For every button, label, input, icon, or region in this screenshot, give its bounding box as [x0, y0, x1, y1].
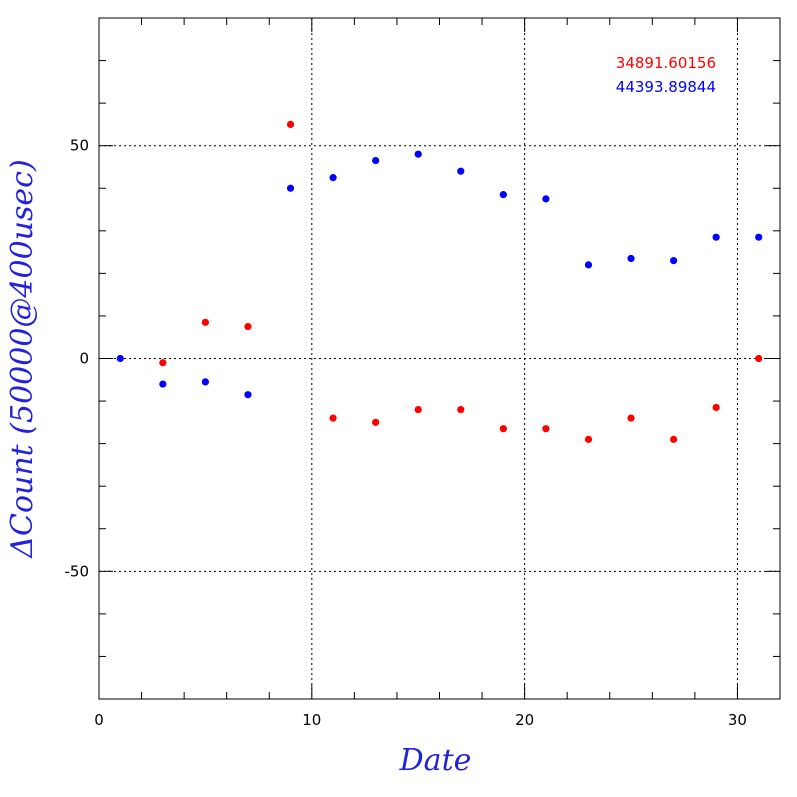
series-1-point: [372, 418, 380, 426]
series-2-point: [755, 233, 763, 241]
series-2-point: [542, 195, 550, 203]
y-tick-label: -50: [65, 562, 90, 580]
series-2-point: [201, 378, 210, 386]
series-2-point: [329, 174, 337, 182]
series-2-point: [457, 167, 465, 175]
series-2-point: [627, 254, 635, 263]
series-2-point: [584, 261, 593, 269]
tick-labels: 0 10 20 30 -50 0 50: [65, 137, 747, 729]
series-1-point: [457, 405, 465, 414]
plot-frame: [98, 17, 781, 700]
series-1-point: [499, 425, 507, 433]
y-tick-label: 50: [70, 137, 89, 155]
y-axis-title: ΔCount (50000@400usec): [5, 159, 40, 558]
series-1-point: [627, 414, 635, 422]
data-points: [116, 120, 763, 443]
series-1-point: [201, 318, 210, 326]
series-2-point: [286, 184, 295, 192]
series-1-point: [584, 435, 593, 443]
series-1-point: [542, 425, 550, 433]
series-1-point: [712, 403, 720, 412]
series-2-point: [116, 354, 124, 363]
x-axis-title: Date: [399, 743, 472, 778]
legend: 34891.60156 44393.89844: [616, 54, 716, 96]
series-1-point: [159, 359, 167, 367]
series-1-point: [329, 414, 337, 422]
legend-entry-2: 44393.89844: [616, 78, 716, 96]
series-2-point: [159, 380, 167, 388]
grid-lines: [99, 18, 780, 699]
series-2-point: [669, 257, 678, 265]
series-2-point: [244, 391, 252, 399]
y-tick-label: 0: [79, 350, 89, 368]
x-tick-label: 20: [515, 711, 534, 729]
x-tick-label: 0: [94, 711, 104, 729]
x-tick-label: 30: [728, 711, 747, 729]
series-1-point: [669, 435, 678, 443]
series-1-point: [244, 322, 252, 331]
x-tick-label: 10: [302, 711, 321, 729]
series-1-point: [286, 120, 295, 129]
series-2-point: [372, 156, 380, 165]
legend-entry-1: 34891.60156: [616, 54, 716, 72]
series-2-point: [712, 233, 720, 241]
series-1-point: [414, 405, 422, 414]
series-2-point: [414, 150, 422, 158]
series-1-point: [755, 354, 763, 363]
series-2-point: [499, 191, 507, 199]
